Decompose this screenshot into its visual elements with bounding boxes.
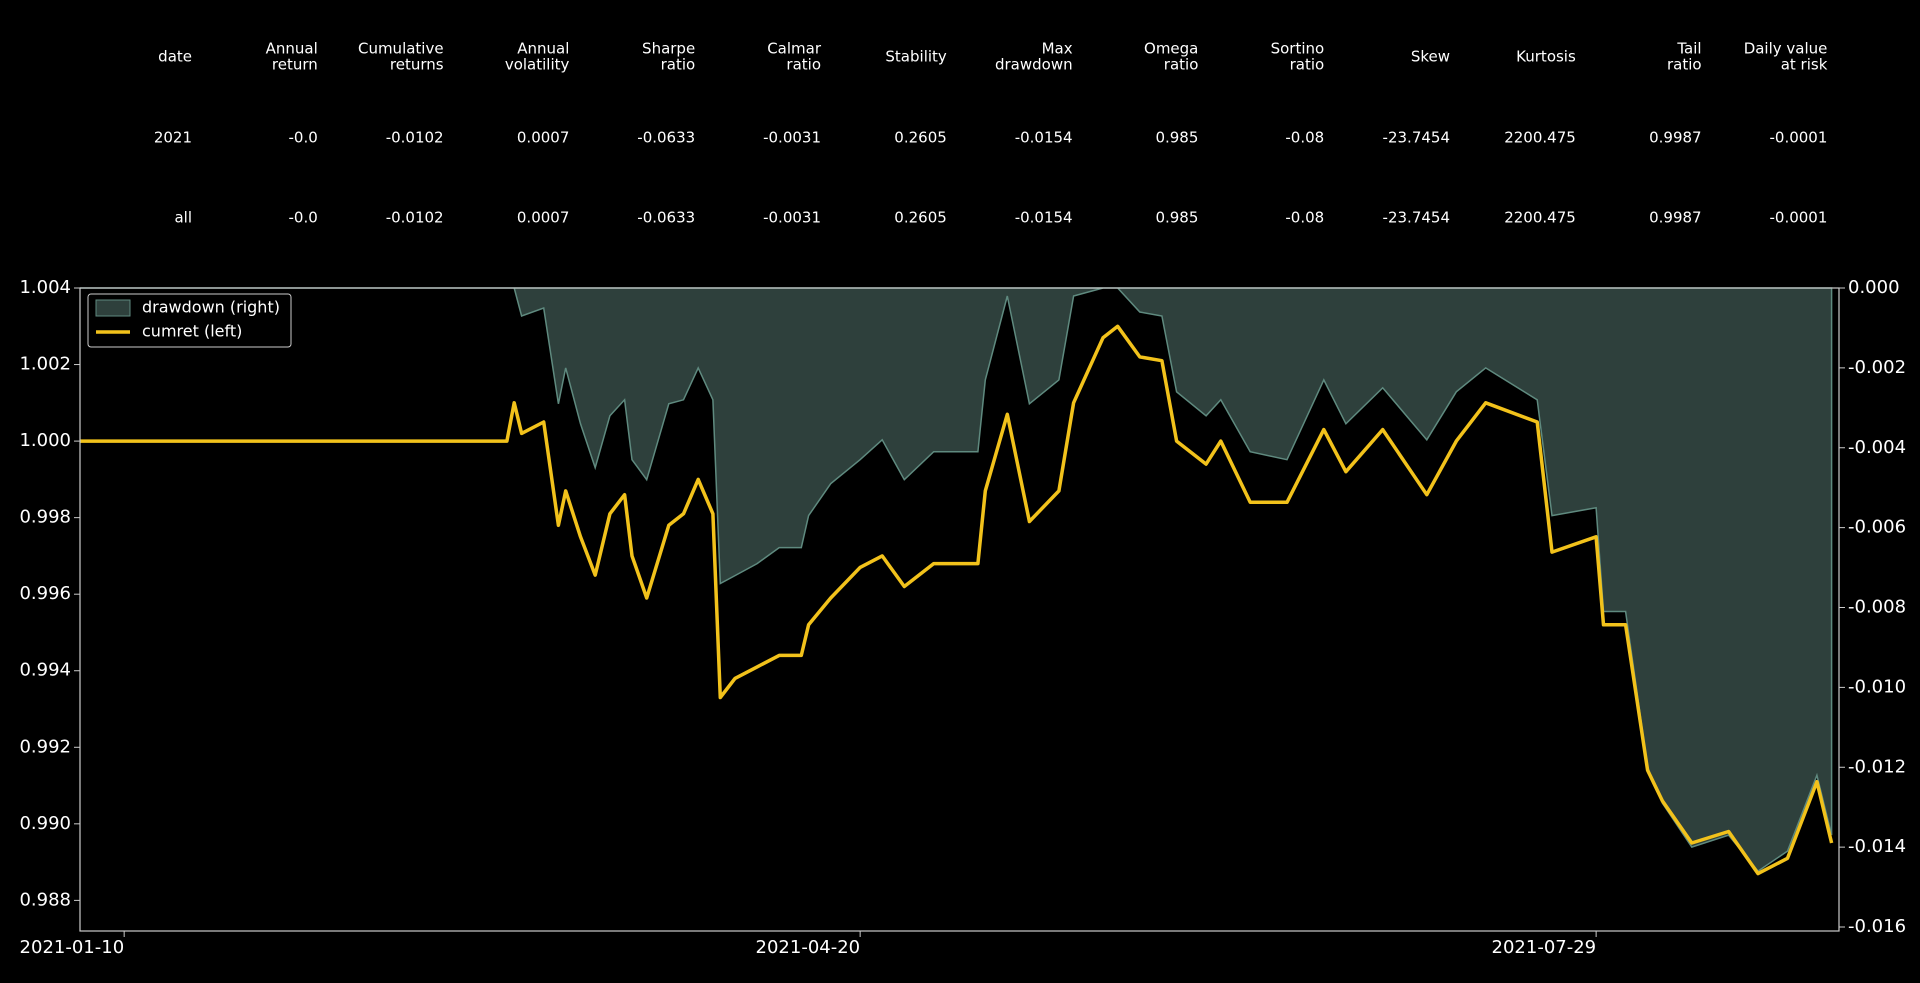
legend-box bbox=[87, 293, 292, 348]
y-tick-label: 0.996 bbox=[19, 583, 71, 604]
table-header: at risk bbox=[1781, 56, 1828, 74]
y-tick-label: 0.992 bbox=[19, 736, 71, 757]
table-cell: 2200.475 bbox=[1504, 209, 1576, 227]
table-cell: -0.0031 bbox=[763, 129, 821, 147]
table-cell: -0.0154 bbox=[1015, 129, 1073, 147]
y2-tick-label: -0.008 bbox=[1848, 597, 1906, 618]
x-tick-label: 2021-01-10 bbox=[20, 937, 125, 958]
y2-tick-label: 0.000 bbox=[1848, 277, 1900, 298]
x-tick-label: 2021-04-20 bbox=[756, 937, 861, 958]
table-cell: -0.0633 bbox=[637, 129, 695, 147]
y2-tick-label: -0.002 bbox=[1848, 357, 1906, 378]
table-cell: -0.0154 bbox=[1015, 209, 1073, 227]
legend-label: drawdown (right) bbox=[142, 298, 280, 317]
table-header: Calmar bbox=[767, 40, 822, 58]
table-cell: -0.0102 bbox=[386, 209, 444, 227]
table-cell: 0.985 bbox=[1155, 209, 1198, 227]
plot-frame bbox=[79, 287, 1840, 932]
table-cell: 0.9987 bbox=[1649, 209, 1702, 227]
table-header: ratio bbox=[1164, 56, 1199, 74]
table-cell: -0.0001 bbox=[1769, 209, 1827, 227]
table-cell: 0.0007 bbox=[517, 209, 570, 227]
table-cell: -23.7454 bbox=[1383, 129, 1450, 147]
table-cell: 0.985 bbox=[1155, 129, 1198, 147]
table-cell: -23.7454 bbox=[1383, 209, 1450, 227]
table-header: ratio bbox=[661, 56, 696, 74]
y2-tick-label: -0.006 bbox=[1848, 517, 1906, 538]
y-tick-label: 1.004 bbox=[19, 277, 71, 298]
table-header: ratio bbox=[1290, 56, 1325, 74]
table-header: Cumulative bbox=[358, 40, 444, 58]
x-tick-label: 2021-07-29 bbox=[1492, 937, 1597, 958]
y-tick-label: 0.994 bbox=[19, 660, 71, 681]
table-header: Sharpe bbox=[642, 40, 695, 58]
table-cell: -0.0633 bbox=[637, 209, 695, 227]
table-cell: -0.08 bbox=[1285, 209, 1324, 227]
table-header: Annual bbox=[517, 40, 569, 58]
y-tick-label: 0.990 bbox=[19, 813, 71, 834]
y2-tick-label: -0.004 bbox=[1848, 437, 1906, 458]
table-header: Omega bbox=[1144, 40, 1198, 58]
y2-tick-label: -0.012 bbox=[1848, 756, 1906, 777]
table-header: drawdown bbox=[995, 56, 1073, 74]
table-cell: -0.0031 bbox=[763, 209, 821, 227]
table-header: Skew bbox=[1411, 48, 1450, 66]
y2-tick-label: -0.014 bbox=[1848, 836, 1906, 857]
table-header: volatility bbox=[505, 56, 570, 74]
table-header: Daily value bbox=[1744, 40, 1828, 58]
table-cell: 2200.475 bbox=[1504, 129, 1576, 147]
table-cell: -0.0 bbox=[289, 209, 318, 227]
y-tick-label: 1.000 bbox=[19, 430, 71, 451]
y-tick-label: 1.002 bbox=[19, 354, 71, 375]
table-header: ratio bbox=[786, 56, 821, 74]
y2-tick-label: -0.016 bbox=[1848, 916, 1906, 937]
table-cell: 0.9987 bbox=[1649, 129, 1702, 147]
cumret-line bbox=[80, 324, 1834, 876]
table-header: Max bbox=[1042, 40, 1073, 58]
table-header: Kurtosis bbox=[1516, 48, 1576, 66]
table-header: return bbox=[272, 56, 318, 74]
table-cell: -0.0 bbox=[289, 129, 318, 147]
table-header: Annual bbox=[266, 40, 318, 58]
table-header: date bbox=[158, 48, 192, 66]
y-tick-label: 0.988 bbox=[19, 889, 71, 910]
table-cell: -0.08 bbox=[1285, 129, 1324, 147]
table-header: Sortino bbox=[1271, 40, 1325, 58]
drawdown-area bbox=[80, 287, 1833, 873]
table-cell: -0.0001 bbox=[1769, 129, 1827, 147]
table-cell: 0.2605 bbox=[894, 129, 947, 147]
table-cell: all bbox=[174, 209, 192, 227]
table-header: Tail bbox=[1676, 40, 1701, 58]
table-header: Stability bbox=[885, 48, 947, 66]
table-cell: 0.2605 bbox=[894, 209, 947, 227]
table-cell: -0.0102 bbox=[386, 129, 444, 147]
legend-swatch bbox=[95, 299, 131, 317]
table-cell: 2021 bbox=[154, 129, 192, 147]
y-tick-label: 0.998 bbox=[19, 507, 71, 528]
table-header: returns bbox=[390, 56, 444, 74]
legend-label: cumret (left) bbox=[142, 322, 242, 341]
y2-tick-label: -0.010 bbox=[1848, 676, 1906, 697]
table-header: ratio bbox=[1667, 56, 1702, 74]
table-cell: 0.0007 bbox=[517, 129, 570, 147]
